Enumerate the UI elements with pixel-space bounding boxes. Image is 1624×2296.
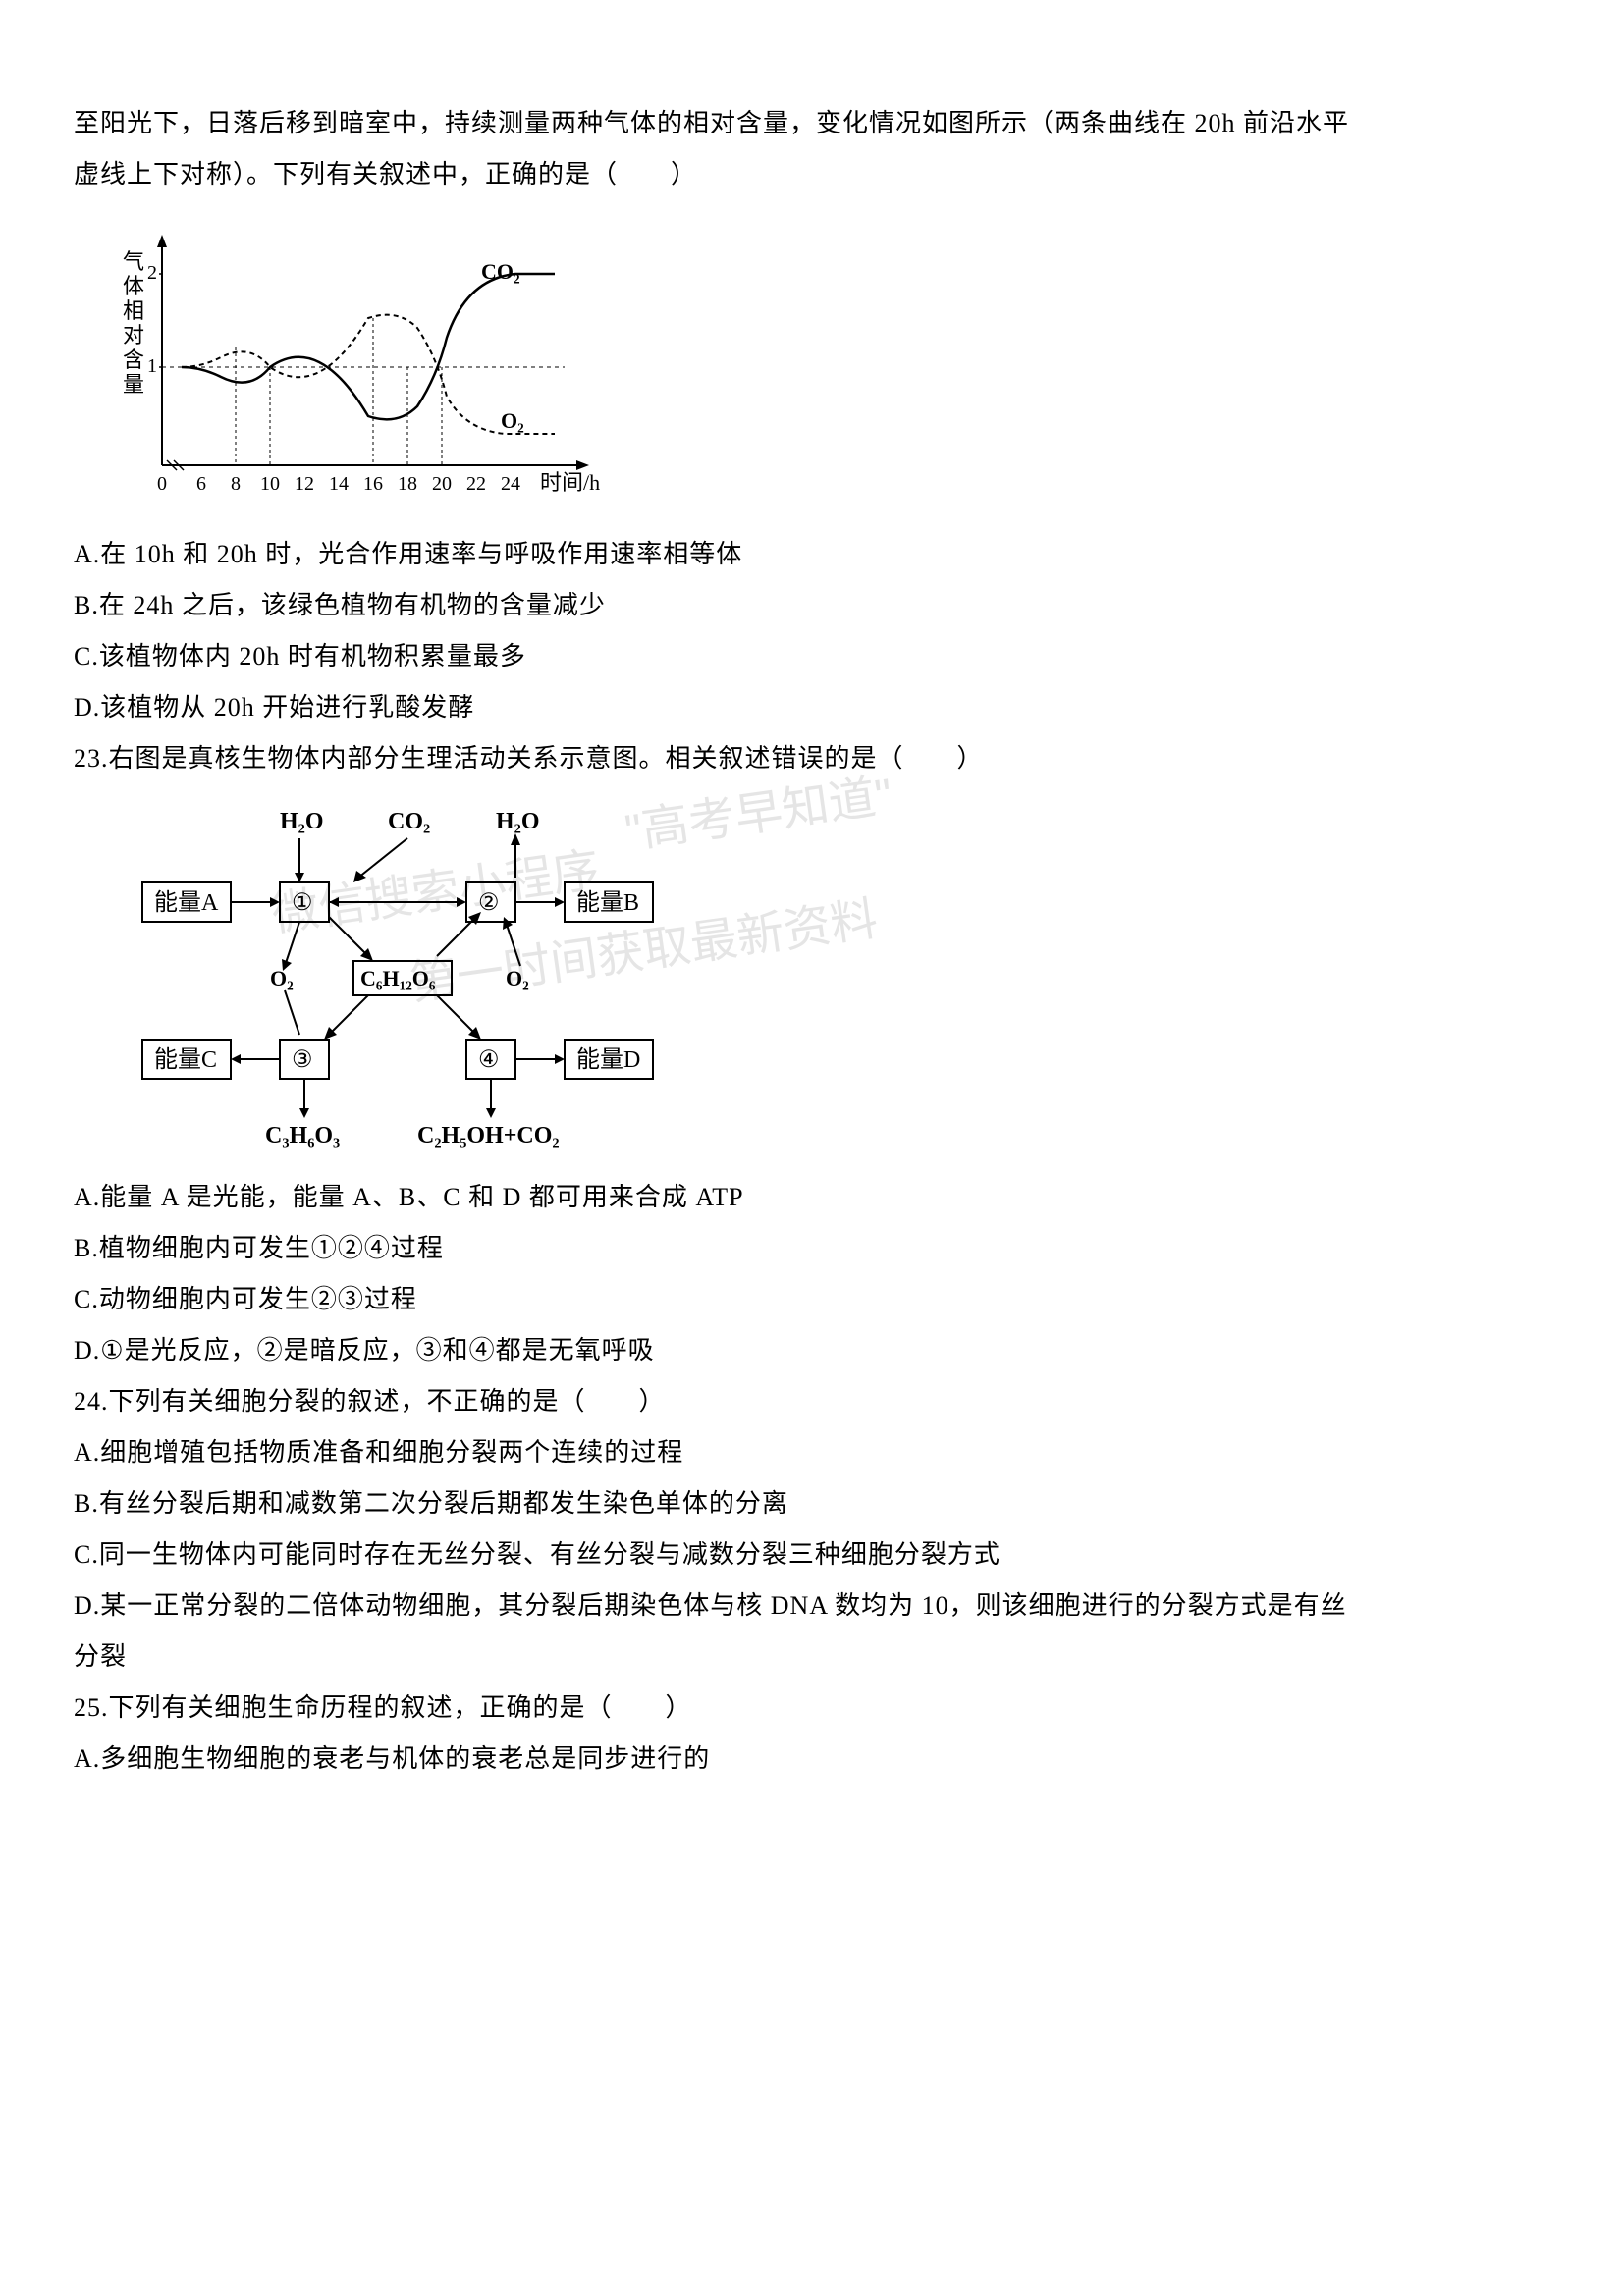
svg-text:④: ④ <box>478 1047 500 1073</box>
svg-text:能量D: 能量D <box>576 1046 640 1073</box>
q24-option-a: A.细胞增殖包括物质准备和细胞分裂两个连续的过程 <box>74 1427 1550 1478</box>
svg-text:③: ③ <box>292 1047 313 1073</box>
svg-text:CO₂: CO₂ <box>388 809 430 834</box>
svg-text:C₂H₅OH+CO₂: C₂H₅OH+CO₂ <box>417 1123 560 1148</box>
svg-text:H₂O: H₂O <box>280 809 324 834</box>
svg-text:8: 8 <box>231 473 241 495</box>
svg-text:14: 14 <box>329 473 349 495</box>
svg-text:22: 22 <box>466 473 486 495</box>
q24-text: 24.下列有关细胞分裂的叙述，不正确的是（ ） <box>74 1376 1550 1427</box>
svg-text:O₂: O₂ <box>270 966 294 990</box>
q24-option-d1: D.某一正常分裂的二倍体动物细胞，其分裂后期染色体与核 DNA 数均为 10，则… <box>74 1580 1550 1631</box>
svg-text:能量A: 能量A <box>154 889 219 916</box>
q24-option-c: C.同一生物体内可能同时存在无丝分裂、有丝分裂与减数分裂三种细胞分裂方式 <box>74 1529 1550 1580</box>
svg-text:0: 0 <box>157 473 167 495</box>
physiology-diagram: "高考早知道" 微信搜索小程序 第一时间获取最新资料 H₂O CO₂ H₂O 能… <box>133 804 1550 1152</box>
svg-text:6: 6 <box>196 473 206 495</box>
svg-text:2: 2 <box>147 262 157 284</box>
q22-option-c: C.该植物体内 20h 时有机物积累量最多 <box>74 631 1550 682</box>
svg-text:②: ② <box>478 890 500 916</box>
svg-text:24: 24 <box>501 473 520 495</box>
q23-text: 23.右图是真核生物体内部分生理活动关系示意图。相关叙述错误的是（ ） <box>74 733 1550 784</box>
svg-text:10: 10 <box>260 473 280 495</box>
q24-option-d2: 分裂 <box>74 1631 1550 1682</box>
svg-text:O₂: O₂ <box>506 966 529 990</box>
q25-text: 25.下列有关细胞生命历程的叙述，正确的是（ ） <box>74 1682 1550 1734</box>
q24-option-b: B.有丝分裂后期和减数第二次分裂后期都发生染色单体的分离 <box>74 1478 1550 1529</box>
svg-text:20: 20 <box>432 473 452 495</box>
svg-text:H₂O: H₂O <box>496 809 540 834</box>
gas-chart: 气 体 相 对 含 量 2 1 0 6 8 10 12 14 16 18 20 … <box>93 220 1550 509</box>
svg-text:对: 对 <box>123 323 144 347</box>
svg-text:能量C: 能量C <box>154 1046 217 1073</box>
svg-text:1: 1 <box>147 355 157 377</box>
svg-text:18: 18 <box>398 473 417 495</box>
svg-text:①: ① <box>292 890 313 916</box>
q22-option-a: A.在 10h 和 20h 时，光合作用速率与呼吸作用速率相等体 <box>74 529 1550 580</box>
svg-text:体: 体 <box>123 274 144 298</box>
svg-text:相: 相 <box>123 298 144 323</box>
q25-option-a: A.多细胞生物细胞的衰老与机体的衰老总是同步进行的 <box>74 1734 1550 1785</box>
svg-text:C₃H₆O₃: C₃H₆O₃ <box>265 1123 340 1148</box>
q23-option-c: C.动物细胞内可发生②③过程 <box>74 1274 1550 1325</box>
svg-text:16: 16 <box>363 473 383 495</box>
svg-text:时间/h: 时间/h <box>540 470 600 495</box>
q22-option-b: B.在 24h 之后，该绿色植物有机物的含量减少 <box>74 580 1550 631</box>
q23-option-d: D.①是光反应，②是暗反应，③和④都是无氧呼吸 <box>74 1325 1550 1376</box>
q22-option-d: D.该植物从 20h 开始进行乳酸发酵 <box>74 682 1550 733</box>
svg-text:C₆H₁₂O₆: C₆H₁₂O₆ <box>360 966 436 990</box>
q23-option-a: A.能量 A 是光能，能量 A、B、C 和 D 都可用来合成 ATP <box>74 1172 1550 1223</box>
svg-text:含: 含 <box>123 347 144 372</box>
svg-text:O₂: O₂ <box>501 408 524 433</box>
svg-text:能量B: 能量B <box>576 889 639 916</box>
intro-line-2: 虚线上下对称）。下列有关叙述中，正确的是（ ） <box>74 149 1550 200</box>
svg-text:量: 量 <box>123 372 144 397</box>
intro-line-1: 至阳光下，日落后移到暗室中，持续测量两种气体的相对含量，变化情况如图所示（两条曲… <box>74 98 1550 149</box>
q23-option-b: B.植物细胞内可发生①②④过程 <box>74 1223 1550 1274</box>
svg-text:CO₂: CO₂ <box>481 259 520 284</box>
svg-text:气: 气 <box>123 249 144 274</box>
svg-text:12: 12 <box>295 473 314 495</box>
